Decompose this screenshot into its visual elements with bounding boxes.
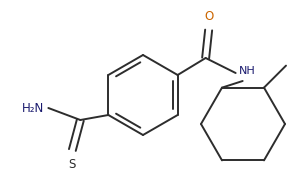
Text: O: O bbox=[204, 10, 213, 23]
Text: NH: NH bbox=[239, 66, 255, 76]
Text: S: S bbox=[69, 158, 76, 171]
Text: H₂N: H₂N bbox=[22, 102, 44, 114]
